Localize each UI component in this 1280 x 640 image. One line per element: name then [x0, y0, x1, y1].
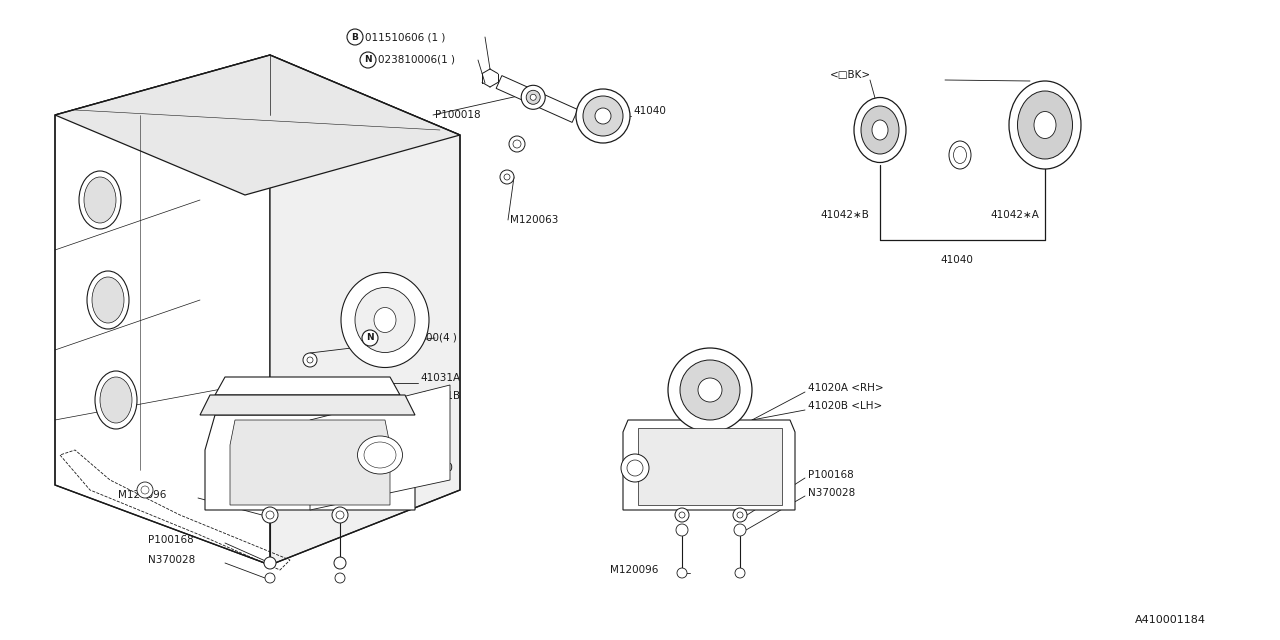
- Circle shape: [680, 360, 740, 420]
- Text: P100168: P100168: [148, 535, 193, 545]
- Text: 41031B: 41031B: [420, 391, 460, 401]
- Circle shape: [362, 330, 378, 346]
- Circle shape: [509, 136, 525, 152]
- Polygon shape: [623, 420, 795, 510]
- Ellipse shape: [861, 106, 899, 154]
- Circle shape: [676, 524, 689, 536]
- Circle shape: [675, 508, 689, 522]
- Ellipse shape: [84, 177, 116, 223]
- Circle shape: [521, 85, 545, 109]
- Text: 023810000(4 ): 023810000(4 ): [380, 333, 457, 343]
- Ellipse shape: [340, 273, 429, 367]
- Circle shape: [347, 29, 364, 45]
- Ellipse shape: [374, 307, 396, 333]
- Ellipse shape: [87, 271, 129, 329]
- Text: 41042∗B: 41042∗B: [820, 210, 869, 220]
- Text: B: B: [352, 33, 358, 42]
- Text: M120096: M120096: [118, 490, 166, 500]
- Polygon shape: [200, 395, 415, 415]
- Circle shape: [621, 454, 649, 482]
- Text: P100168: P100168: [808, 470, 854, 480]
- Circle shape: [500, 170, 515, 184]
- Text: N370028: N370028: [808, 488, 855, 498]
- Circle shape: [530, 94, 536, 100]
- Text: 41042∗A: 41042∗A: [989, 210, 1039, 220]
- Circle shape: [677, 568, 687, 578]
- Text: <□BK>: <□BK>: [829, 70, 872, 80]
- Circle shape: [360, 52, 376, 68]
- Polygon shape: [270, 55, 460, 565]
- Polygon shape: [637, 428, 782, 505]
- Circle shape: [735, 568, 745, 578]
- Text: N: N: [365, 56, 371, 65]
- Text: A410001184: A410001184: [1135, 615, 1206, 625]
- Ellipse shape: [95, 371, 137, 429]
- Ellipse shape: [948, 141, 972, 169]
- Ellipse shape: [872, 120, 888, 140]
- Text: M120063: M120063: [509, 215, 558, 225]
- Text: 023810006(1 ): 023810006(1 ): [378, 55, 454, 65]
- Ellipse shape: [100, 377, 132, 423]
- Polygon shape: [55, 55, 270, 565]
- Ellipse shape: [1018, 91, 1073, 159]
- Text: 41020: 41020: [420, 463, 453, 473]
- Text: M120096: M120096: [611, 565, 658, 575]
- Ellipse shape: [79, 171, 122, 229]
- Text: 41040: 41040: [634, 106, 666, 116]
- Ellipse shape: [357, 436, 402, 474]
- Text: P100018: P100018: [435, 110, 480, 120]
- Circle shape: [265, 573, 275, 583]
- Circle shape: [733, 508, 748, 522]
- Polygon shape: [310, 385, 451, 510]
- Polygon shape: [55, 55, 460, 195]
- Circle shape: [335, 573, 346, 583]
- Circle shape: [668, 348, 753, 432]
- Circle shape: [595, 108, 611, 124]
- Text: 41020A <RH>: 41020A <RH>: [808, 383, 883, 393]
- Text: 41020B <LH>: 41020B <LH>: [808, 401, 882, 411]
- Circle shape: [332, 507, 348, 523]
- Text: N: N: [366, 333, 374, 342]
- Circle shape: [576, 89, 630, 143]
- Polygon shape: [497, 76, 577, 122]
- Ellipse shape: [1009, 81, 1082, 169]
- Circle shape: [303, 353, 317, 367]
- Text: N370028: N370028: [148, 555, 196, 565]
- Circle shape: [264, 557, 276, 569]
- Circle shape: [137, 482, 154, 498]
- Ellipse shape: [92, 277, 124, 323]
- Text: 41031A: 41031A: [420, 373, 460, 383]
- Ellipse shape: [355, 287, 415, 353]
- Ellipse shape: [1034, 111, 1056, 138]
- Polygon shape: [215, 377, 399, 395]
- Circle shape: [582, 96, 623, 136]
- Circle shape: [334, 557, 346, 569]
- Circle shape: [526, 90, 540, 104]
- Polygon shape: [205, 415, 415, 510]
- Circle shape: [698, 378, 722, 402]
- Text: 011510606 (1 ): 011510606 (1 ): [365, 32, 445, 42]
- Text: 41040: 41040: [940, 255, 973, 265]
- Polygon shape: [230, 420, 390, 505]
- Circle shape: [733, 524, 746, 536]
- Ellipse shape: [854, 97, 906, 163]
- Circle shape: [262, 507, 278, 523]
